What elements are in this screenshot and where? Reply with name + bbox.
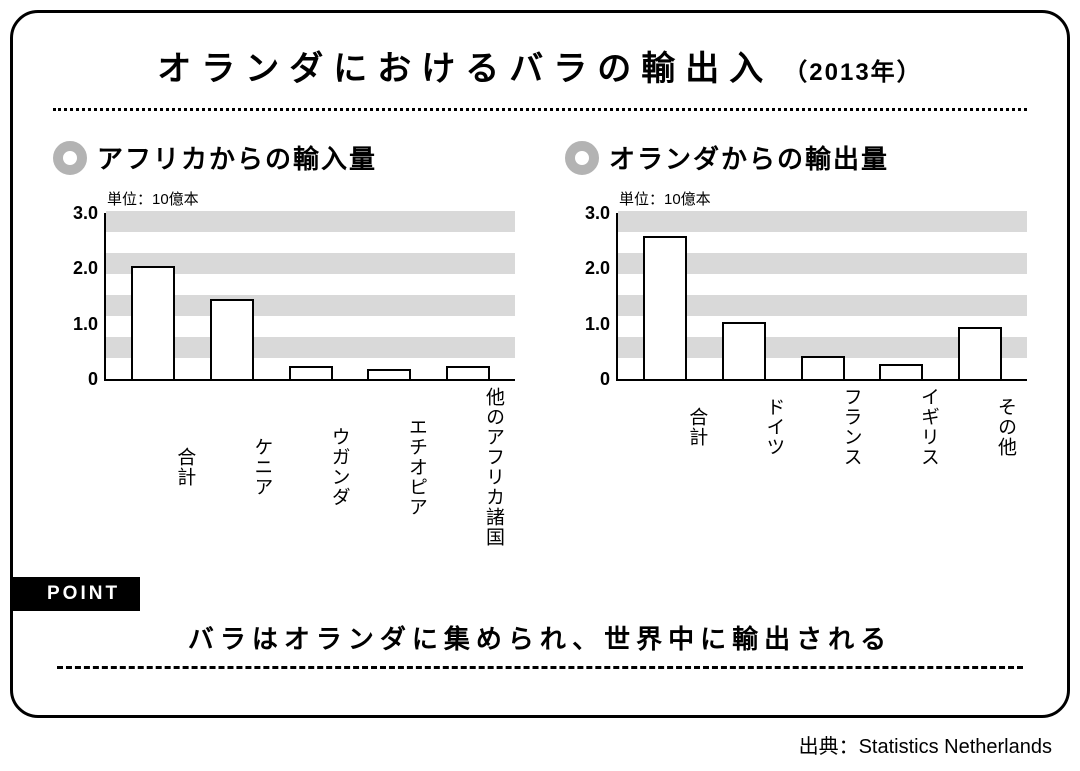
- bar-slot: [193, 299, 272, 379]
- bar-slot: [626, 236, 705, 379]
- ring-icon: [53, 141, 87, 175]
- title-divider: [53, 108, 1027, 111]
- left-plot: [104, 213, 515, 381]
- x-label: フランス: [787, 387, 864, 467]
- x-label: 合計: [633, 387, 710, 467]
- bar: [367, 369, 411, 380]
- bar: [210, 299, 254, 379]
- left-bars: [106, 213, 515, 379]
- right-chart: オランダからの輸出量 単位：10億本 3.02.01.00 合計ドイツフランスイ…: [565, 139, 1027, 547]
- main-title: オランダにおけるバラの輸出入: [157, 41, 773, 90]
- bar: [801, 356, 845, 379]
- bar: [131, 266, 175, 379]
- point-row: POINT: [13, 577, 1027, 611]
- right-plot: [616, 213, 1027, 381]
- left-x-labels: 合計ケニアウガンダエチオピア他のアフリカ諸国: [113, 381, 515, 547]
- bar: [879, 364, 923, 379]
- bar: [446, 366, 490, 379]
- bar-slot: [862, 364, 941, 379]
- bar: [722, 322, 766, 379]
- bar-slot: [705, 322, 784, 379]
- point-badge-wrap: POINT: [13, 577, 140, 611]
- right-chart-heading: オランダからの輸出量: [565, 139, 1027, 176]
- left-unit-label: 単位：10億本: [107, 188, 515, 209]
- source-label: 出典：Statistics Netherlands: [10, 730, 1070, 759]
- left-chart-title: アフリカからの輸入量: [97, 139, 377, 176]
- x-label: ケニア: [198, 387, 275, 547]
- bar-slot: [114, 266, 193, 379]
- year-label: （2013年）: [783, 52, 922, 87]
- point-divider: [57, 666, 1023, 669]
- x-label: エチオピア: [353, 387, 430, 547]
- right-unit-label: 単位：10億本: [619, 188, 1027, 209]
- bar-slot: [428, 366, 507, 379]
- point-badge: POINT: [13, 577, 140, 611]
- bar-slot: [350, 369, 429, 380]
- charts-row: アフリカからの輸入量 単位：10億本 3.02.01.00 合計ケニアウガンダエ…: [53, 139, 1027, 547]
- left-y-axis: 3.02.01.00: [73, 213, 104, 381]
- bar: [289, 366, 333, 379]
- bar-slot: [940, 327, 1019, 380]
- right-bars: [618, 213, 1027, 379]
- bar: [958, 327, 1002, 380]
- point-text: バラはオランダに集められ、世界中に輸出される: [53, 619, 1027, 656]
- x-label: その他: [942, 387, 1019, 467]
- x-label: 合計: [121, 387, 198, 547]
- title-row: オランダにおけるバラの輸出入 （2013年）: [53, 41, 1027, 90]
- ring-icon: [565, 141, 599, 175]
- right-y-axis: 3.02.01.00: [585, 213, 616, 381]
- right-chart-title: オランダからの輸出量: [609, 139, 889, 176]
- infographic-frame: オランダにおけるバラの輸出入 （2013年） アフリカからの輸入量 単位：10億…: [10, 10, 1070, 718]
- bar: [643, 236, 687, 379]
- left-plot-area: 3.02.01.00: [73, 213, 515, 381]
- left-chart: アフリカからの輸入量 単位：10億本 3.02.01.00 合計ケニアウガンダエ…: [53, 139, 515, 547]
- bar-slot: [271, 366, 350, 379]
- x-label: ウガンダ: [275, 387, 352, 547]
- left-chart-heading: アフリカからの輸入量: [53, 139, 515, 176]
- right-x-labels: 合計ドイツフランスイギリスその他: [625, 381, 1027, 467]
- x-label: 他のアフリカ諸国: [430, 387, 507, 547]
- x-label: ドイツ: [710, 387, 787, 467]
- right-plot-area: 3.02.01.00: [585, 213, 1027, 381]
- bar-slot: [783, 356, 862, 379]
- x-label: イギリス: [865, 387, 942, 467]
